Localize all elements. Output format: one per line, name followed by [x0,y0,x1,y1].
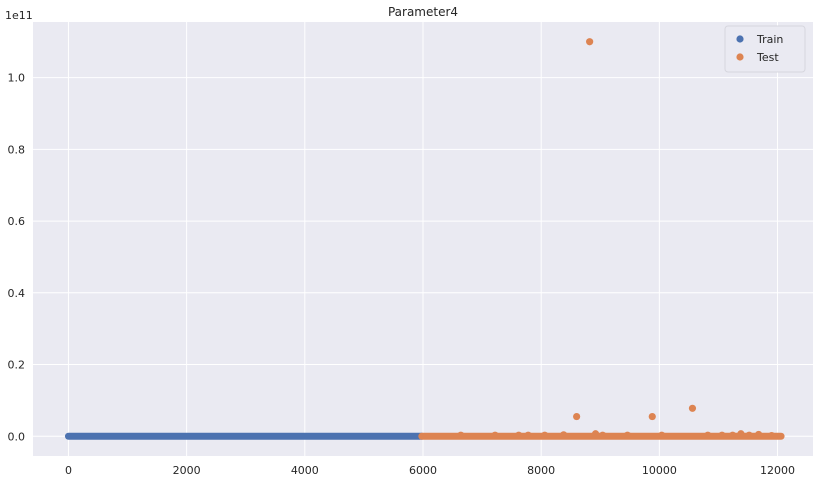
legend-label: Test [756,51,779,64]
x-tick-label: 10000 [642,464,677,477]
x-tick-label: 4000 [291,464,319,477]
data-point [745,431,753,439]
data-point [718,431,726,439]
series-train [64,432,426,440]
series-baseline-points [64,432,426,440]
legend-box [724,25,806,73]
x-tick-labels: 0 2000 4000 6000 8000 10000 12000 [65,464,795,477]
data-point [688,404,697,412]
series-layer [64,38,785,440]
y-tick-label: 1.0 [8,72,26,85]
legend-marker [736,53,744,61]
legend: Train Test [724,25,806,73]
data-point [737,430,745,438]
data-point [573,412,581,421]
data-point [524,431,532,439]
data-point [541,431,549,439]
y-tick-label: 0.8 [8,143,26,156]
data-point [560,431,568,439]
data-point [768,431,776,440]
y-tick-label: 0.0 [8,430,26,443]
y-tick-label: 0.6 [8,215,26,228]
data-point [586,38,594,46]
y-tick-label: 0.4 [8,287,26,300]
x-tick-label: 8000 [527,464,555,477]
data-point [599,431,607,439]
y-exponent-label: 1e11 [5,9,33,22]
data-point [457,431,465,439]
data-point [704,431,712,439]
y-tick-labels: 0.0 0.2 0.4 0.6 0.8 1.0 [8,72,26,444]
data-point [658,431,666,439]
series-test [418,38,785,440]
data-point [729,431,737,439]
legend-marker [736,35,744,43]
x-tick-label: 0 [65,464,72,477]
x-tick-label: 2000 [173,464,201,477]
data-point [491,431,499,439]
data-point [648,412,656,421]
legend-label: Train [756,33,783,46]
chart-title: Parameter4 [388,5,458,19]
data-point [755,430,763,439]
y-tick-label: 0.2 [8,359,26,372]
data-point [623,431,632,439]
data-point [591,430,600,438]
data-point [515,431,523,439]
x-tick-label: 6000 [409,464,437,477]
x-tick-label: 12000 [760,464,795,477]
